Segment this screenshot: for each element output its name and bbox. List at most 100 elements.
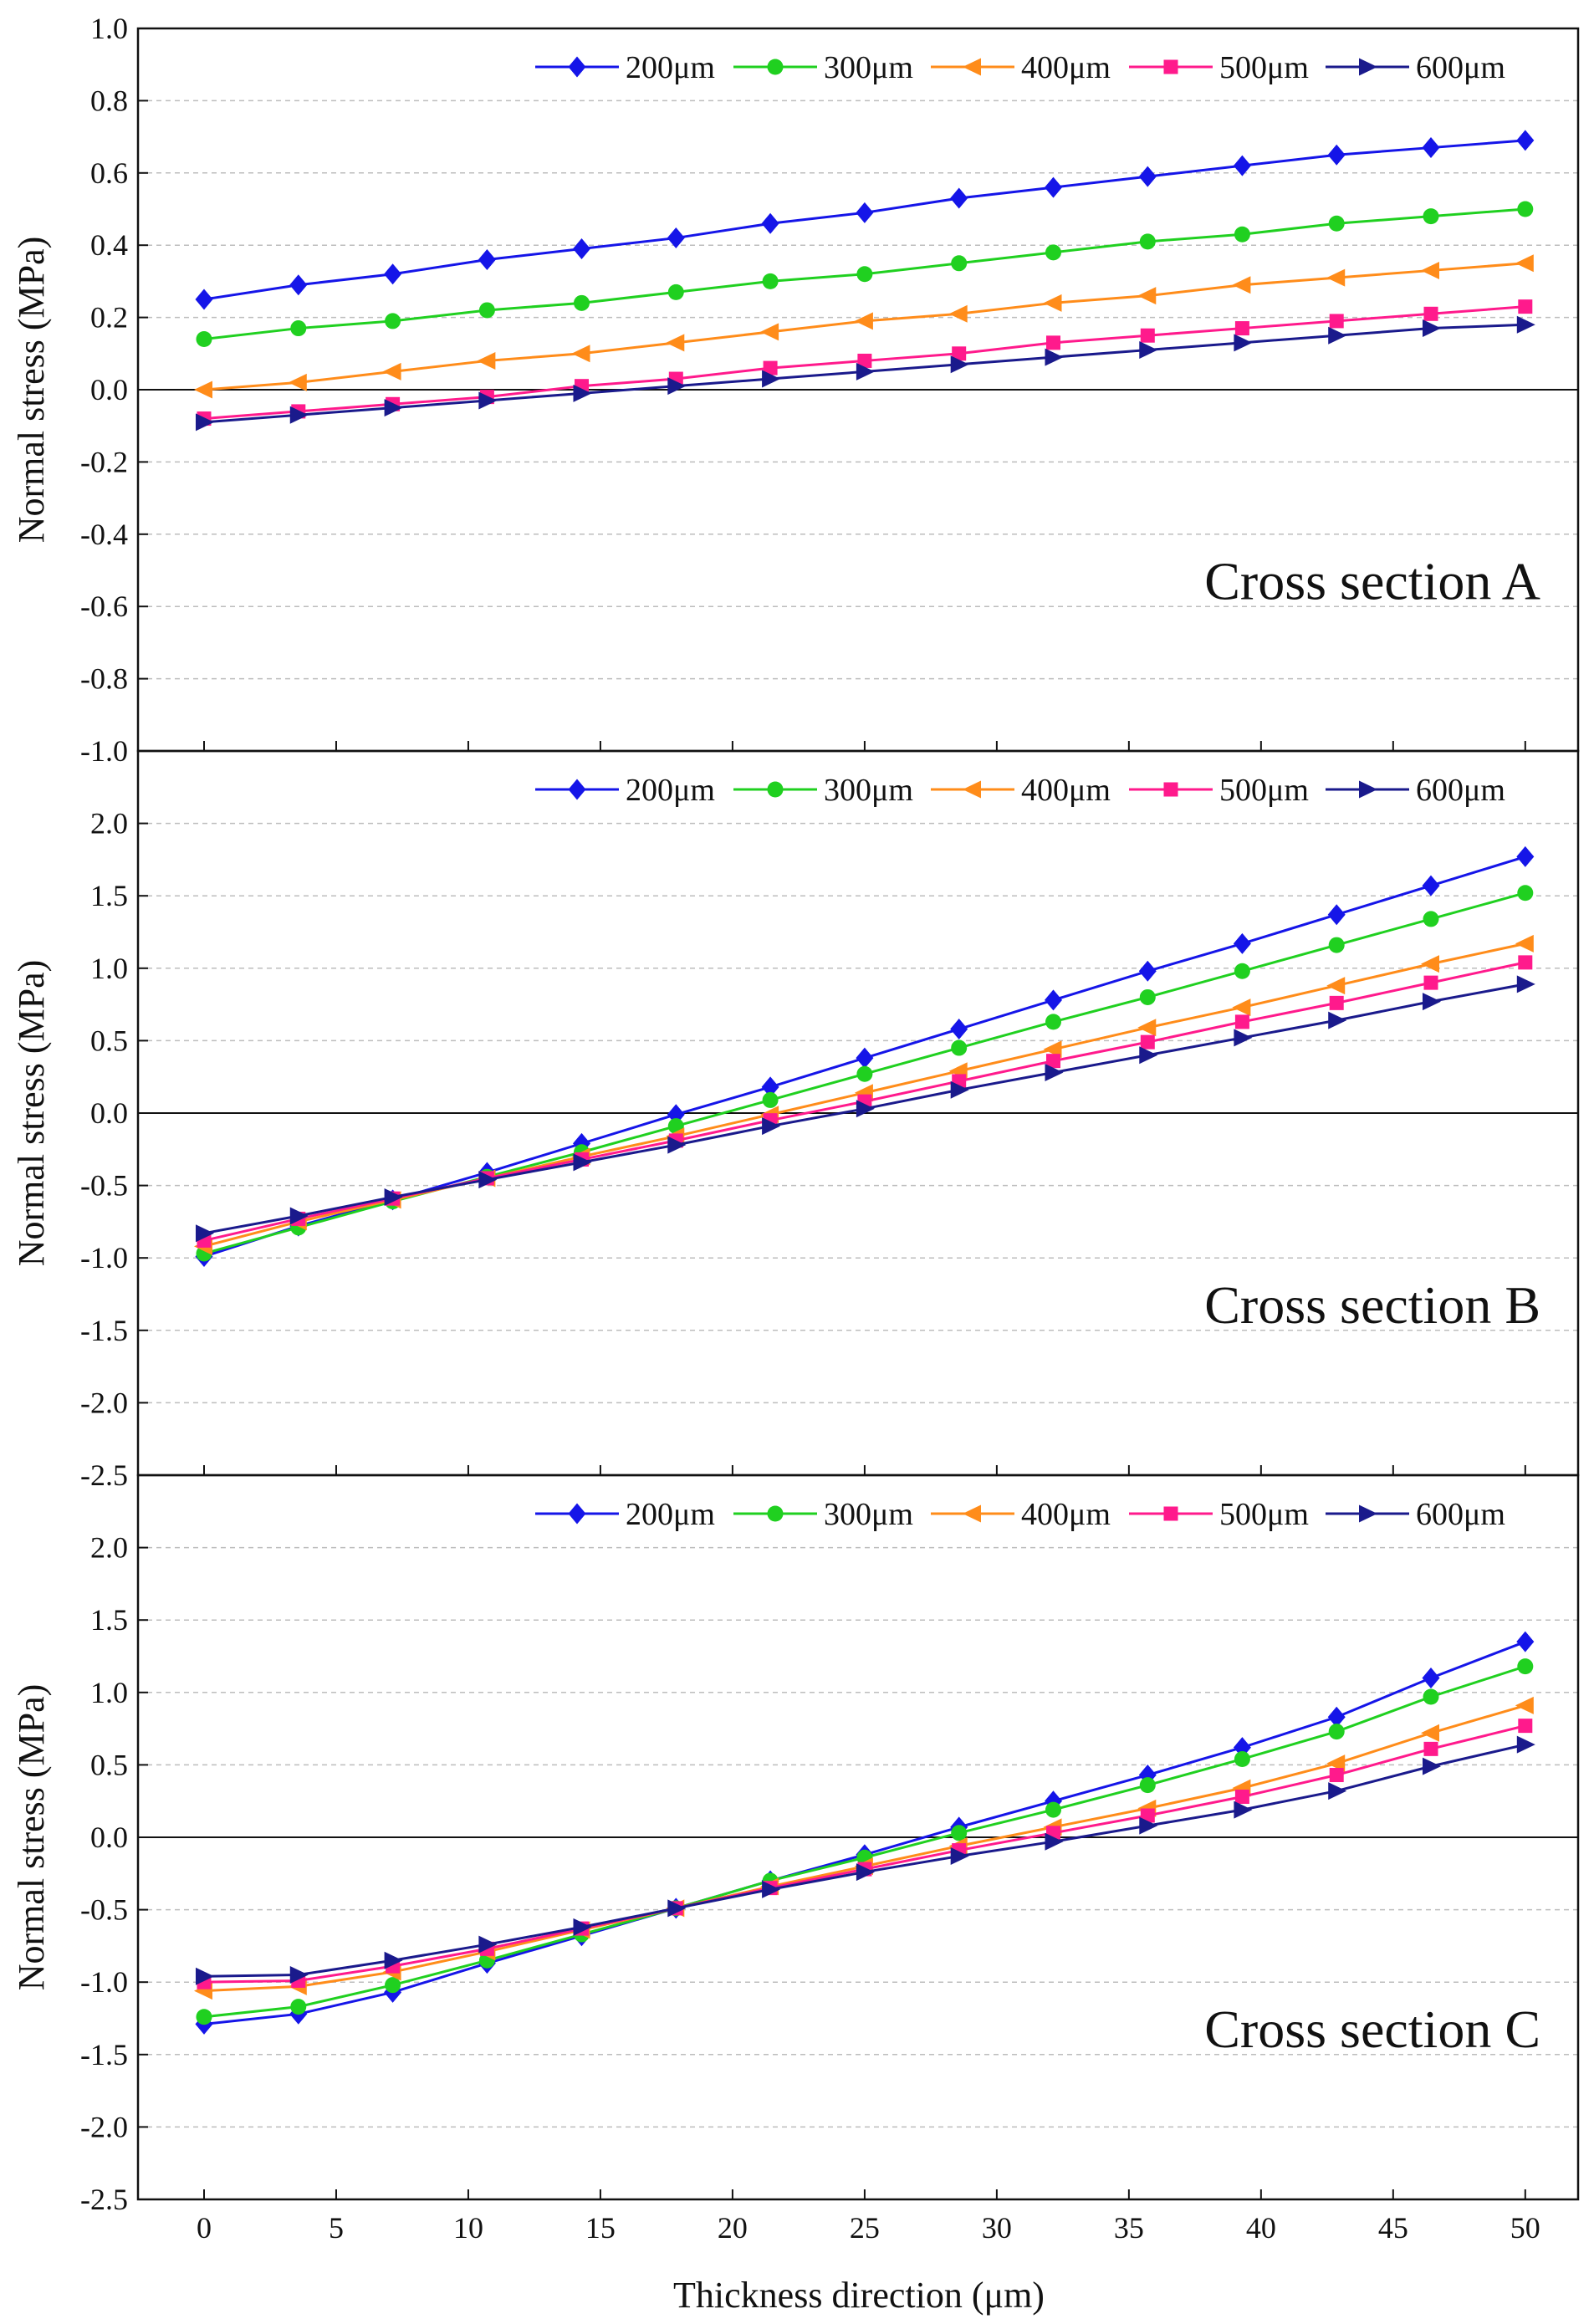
data-point-400um: [1137, 287, 1157, 305]
data-point-300um: [290, 320, 307, 337]
data-point-300um: [762, 273, 779, 289]
data-point-600um: [1516, 1735, 1535, 1754]
data-point-200um: [1327, 1706, 1346, 1728]
data-point-400um: [1137, 1019, 1157, 1037]
data-point-300um: [951, 1039, 968, 1056]
y-tick-label: -1.0: [80, 1965, 128, 1999]
y-tick-label: -0.4: [80, 518, 128, 551]
legend-marker: [568, 56, 586, 78]
data-point-500um: [1234, 321, 1249, 336]
panel-annotation: Cross section A: [1204, 552, 1540, 611]
y-tick-label: 2.0: [90, 1531, 128, 1565]
data-point-600um: [1045, 348, 1064, 366]
data-point-600um: [950, 1080, 969, 1099]
x-tick-label: 45: [1378, 2211, 1408, 2245]
data-point-500um: [1518, 299, 1533, 314]
data-point-200um: [478, 248, 496, 270]
data-point-300um: [385, 313, 401, 329]
y-tick-label: 0.4: [90, 228, 128, 262]
data-point-300um: [856, 266, 873, 283]
data-point-300um: [1139, 233, 1156, 250]
y-tick-label: -0.8: [80, 662, 128, 696]
data-point-300um: [1517, 885, 1534, 902]
x-axis-title: Thickness direction (μm): [673, 2275, 1045, 2316]
y-tick-label: 1.5: [90, 1603, 128, 1637]
data-point-600um: [856, 1100, 875, 1118]
legend-marker: [1163, 782, 1178, 797]
x-tick-label: 15: [585, 2211, 616, 2245]
data-point-200um: [1516, 1631, 1535, 1652]
data-point-400um: [193, 381, 212, 399]
y-axis-title: Normal stress (MPa): [11, 1684, 52, 1991]
data-point-300um: [196, 331, 212, 348]
data-point-300um: [1423, 1688, 1439, 1705]
legend-marker: [1359, 1504, 1377, 1523]
data-point-200um: [384, 263, 402, 285]
legend-marker: [1163, 59, 1178, 74]
legend-label: 500μm: [1219, 50, 1309, 85]
data-point-600um: [1423, 1757, 1442, 1775]
x-tick-label: 35: [1114, 2211, 1144, 2245]
data-point-200um: [1233, 932, 1251, 954]
legend-label: 200μm: [626, 1497, 715, 1532]
y-tick-label: -2.0: [80, 2110, 128, 2143]
data-point-500um: [1423, 306, 1438, 321]
legend-marker: [767, 59, 784, 75]
data-point-500um: [1045, 1054, 1060, 1069]
data-point-300um: [1328, 1724, 1345, 1740]
data-point-300um: [1328, 937, 1345, 953]
data-point-400um: [1421, 261, 1440, 279]
data-point-600um: [289, 1207, 309, 1225]
data-point-600um: [195, 1224, 214, 1243]
data-point-200um: [856, 1047, 874, 1069]
data-point-200um: [1422, 137, 1440, 159]
data-point-600um: [1234, 1800, 1253, 1819]
data-point-400um: [1043, 1040, 1062, 1059]
x-tick-label: 40: [1246, 2211, 1276, 2245]
x-tick-label: 50: [1510, 2211, 1540, 2245]
legend-marker: [1359, 780, 1377, 799]
data-point-600um: [950, 355, 969, 374]
data-point-600um: [762, 1880, 781, 1898]
data-point-600um: [1423, 319, 1442, 338]
legend-label: 400μm: [1021, 1497, 1111, 1532]
data-point-600um: [573, 1918, 592, 1936]
data-point-300um: [290, 1999, 307, 2015]
legend-marker: [1359, 58, 1377, 76]
data-point-400um: [666, 334, 685, 352]
data-point-300um: [1423, 208, 1439, 225]
data-point-400um: [1043, 294, 1062, 312]
data-point-600um: [195, 413, 214, 432]
y-tick-label: 1.0: [90, 1676, 128, 1709]
data-point-600um: [384, 1951, 403, 1969]
data-point-300um: [1139, 1777, 1156, 1794]
data-point-600um: [667, 1899, 687, 1918]
data-point-600um: [478, 1171, 498, 1189]
data-point-600um: [384, 399, 403, 417]
data-point-600um: [1139, 1816, 1158, 1835]
data-point-600um: [1139, 1046, 1158, 1065]
data-point-600um: [478, 1935, 498, 1954]
legend-marker: [568, 1503, 586, 1525]
data-point-600um: [667, 1136, 687, 1154]
data-point-300um: [951, 1825, 968, 1841]
y-tick-label: 0.6: [90, 156, 128, 190]
legend-marker: [568, 779, 586, 800]
data-point-400um: [1515, 934, 1534, 953]
y-tick-label: 0.5: [90, 1024, 128, 1057]
data-point-600um: [762, 1117, 781, 1136]
data-point-600um: [1045, 1064, 1064, 1082]
data-point-400um: [948, 304, 968, 323]
legend-label: 500μm: [1219, 773, 1309, 808]
data-point-600um: [573, 384, 592, 402]
data-point-600um: [1423, 993, 1442, 1011]
data-point-500um: [1518, 1719, 1533, 1734]
legend-marker: [767, 781, 784, 798]
legend-label: 400μm: [1021, 50, 1111, 85]
data-point-300um: [762, 1091, 779, 1108]
legend-label: 200μm: [626, 50, 715, 85]
data-point-400um: [1326, 1754, 1346, 1773]
x-tick-label: 25: [850, 2211, 880, 2245]
data-point-600um: [856, 1863, 875, 1882]
